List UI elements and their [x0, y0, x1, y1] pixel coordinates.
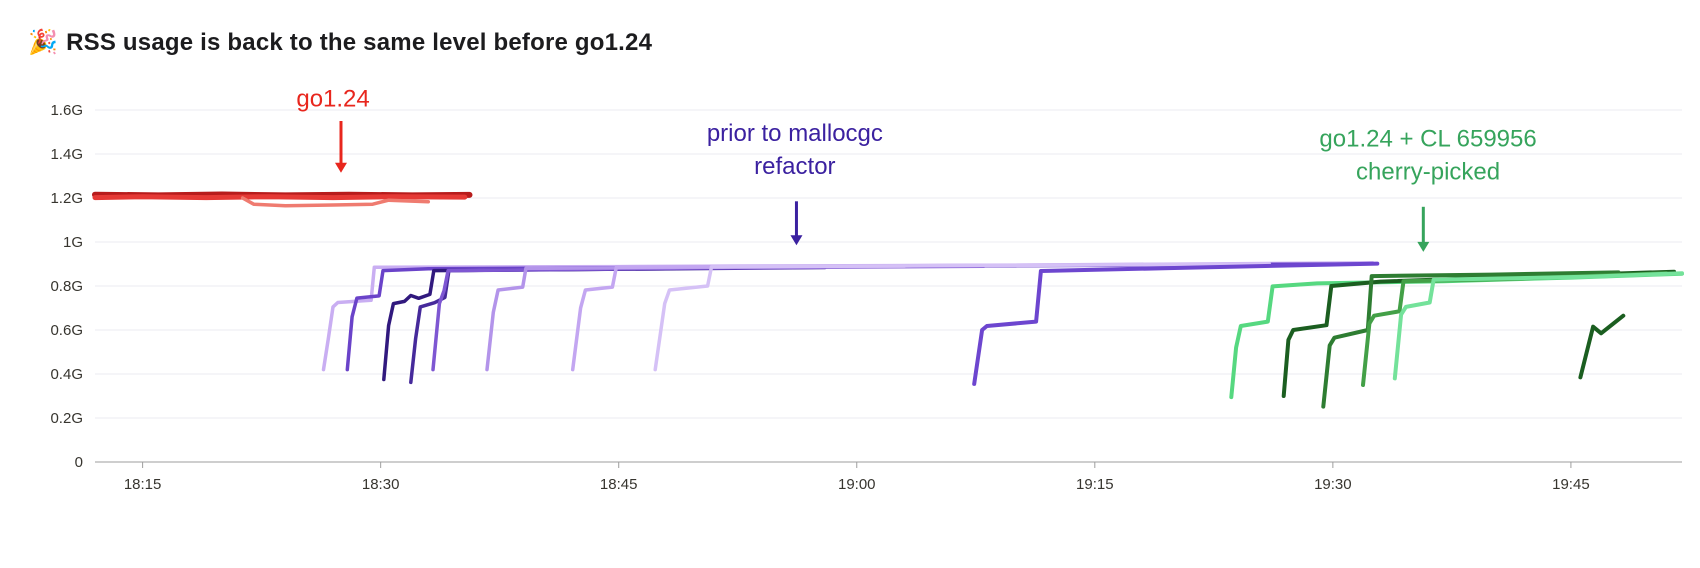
chart-title: 🎉 RSS usage is back to the same level bef… — [28, 28, 652, 57]
x-tick-label: 19:15 — [1076, 476, 1114, 493]
x-tick-label: 19:45 — [1552, 476, 1590, 493]
series — [92, 191, 1684, 409]
x-tick-label: 19:00 — [838, 476, 876, 493]
x-tick-label: 18:45 — [600, 476, 638, 493]
series-cherry-pick-run-4 — [1361, 271, 1669, 387]
y-tick-label: 0.2G — [50, 410, 83, 427]
series-pre-mallocgc-run-3 — [382, 267, 669, 382]
y-tick-label: 1.4G — [50, 146, 83, 163]
series-pre-mallocgc-run-9 — [972, 261, 1380, 386]
x-tick-label: 18:15 — [124, 476, 162, 493]
y-tick-label: 0.4G — [50, 366, 83, 383]
annotation-2-line-1: cherry-picked — [1356, 158, 1500, 185]
y-tick-label: 0 — [75, 454, 83, 471]
series-pre-mallocgc-run-8 — [653, 262, 1272, 372]
gridlines: 0 0.2G 0.4G 0.6G 0.8G 1G 1.2G 1.4G 1.6G — [50, 102, 1682, 471]
series-cherry-pick-run-1 — [1229, 271, 1684, 400]
y-tick-label: 1.6G — [50, 102, 83, 119]
annotation-2-line-0: go1.24 + CL 659956 — [1319, 125, 1536, 152]
chart-title-text: RSS usage is back to the same level befo… — [66, 29, 653, 56]
series-cherry-pick-run-6 — [1578, 313, 1626, 380]
series-pre-mallocgc-run-2 — [345, 262, 1359, 372]
series-go1.24-run-3 — [240, 196, 431, 208]
y-tick-label: 1G — [63, 234, 83, 251]
series-cherry-pick-run-5 — [1392, 271, 1684, 381]
x-tick-label: 18:30 — [362, 476, 400, 493]
series-pre-mallocgc-run-6 — [485, 264, 907, 372]
annotation-arrow-head — [790, 235, 803, 246]
party-popper-emoji: 🎉 — [28, 29, 59, 56]
y-tick-label: 1.2G — [50, 190, 83, 207]
series-pre-mallocgc-run-1 — [321, 261, 1375, 372]
series-pre-mallocgc-run-4 — [409, 265, 827, 385]
x-tick-label: 19:30 — [1314, 476, 1352, 493]
annotation-0-line-0: go1.24 — [296, 86, 369, 113]
y-tick-label: 0.8G — [50, 278, 83, 295]
annotations: go1.24 prior to mallocgc refactor go1.24 + … — [296, 86, 1537, 252]
x-axis: 18:15 18:30 18:45 19:00 19:15 19:30 19:45 — [124, 462, 1590, 493]
y-tick-label: 0.6G — [50, 322, 83, 339]
series-pre-mallocgc-run-7 — [570, 262, 1113, 372]
annotation-1-line-1: refactor — [754, 153, 835, 180]
annotation-arrow-head — [334, 162, 347, 173]
annotation-1-line-0: prior to mallocgc — [707, 120, 883, 147]
series-go1.24-run-2 — [92, 194, 468, 201]
annotation-arrow-head — [1417, 241, 1430, 252]
